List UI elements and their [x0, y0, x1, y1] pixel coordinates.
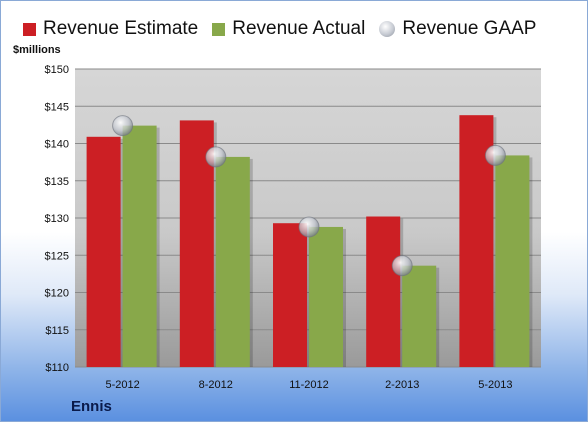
legend-item-actual: Revenue Actual [212, 18, 365, 40]
x-tick-label: 2-2013 [385, 379, 419, 391]
x-tick-label: 5-2013 [478, 379, 512, 391]
bar-estimate [366, 216, 401, 367]
y-tick-label: $125 [45, 250, 69, 262]
bar-actual [309, 226, 343, 367]
legend-label-estimate: Revenue Estimate [43, 18, 199, 39]
legend-item-gaap: Revenue GAAP [379, 18, 536, 40]
gaap-point [298, 216, 320, 238]
x-tick-label: 5-2012 [105, 379, 139, 391]
bar-actual [495, 155, 530, 367]
y-tick-label: $115 [45, 325, 69, 337]
y-tick-label: $150 [45, 64, 69, 76]
bar-actual [215, 156, 250, 367]
bar-estimate [273, 223, 307, 367]
y-axis-unit-label: $millions [13, 44, 61, 56]
gaap-point [484, 144, 506, 166]
y-tick-label: $120 [45, 288, 69, 300]
x-tick-label: 8-2012 [199, 379, 233, 391]
bar-actual [122, 125, 157, 368]
gaap-point [112, 115, 134, 137]
gaap-point [391, 255, 413, 277]
x-tick-label: 11-2012 [289, 379, 329, 391]
legend: Revenue Estimate Revenue Actual Revenue … [23, 15, 587, 43]
y-tick-label: $130 [45, 213, 69, 225]
y-tick-label: $145 [45, 101, 69, 113]
legend-swatch-actual [212, 22, 226, 36]
bar-estimate [86, 136, 121, 367]
legend-swatch-gaap [379, 21, 396, 37]
legend-label-gaap: Revenue GAAP [402, 18, 537, 39]
legend-label-actual: Revenue Actual [232, 18, 366, 39]
legend-item-estimate: Revenue Estimate [23, 18, 198, 40]
y-tick-label: $110 [45, 362, 69, 374]
legend-swatch-estimate [23, 22, 36, 36]
company-name: Ennis [71, 398, 112, 415]
y-tick-label: $135 [45, 176, 69, 188]
gaap-point [205, 146, 227, 168]
bar-actual [402, 265, 437, 367]
y-tick-label: $140 [45, 139, 69, 151]
